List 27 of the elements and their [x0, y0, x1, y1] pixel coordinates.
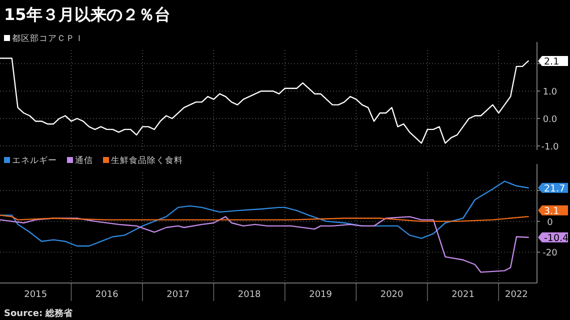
chart-title: 15年３月以来の２％台 [4, 5, 170, 24]
legend-label: エネルギー [12, 155, 57, 166]
y-tick-label: 1.0 [542, 88, 558, 98]
legend-label: 都区部コアＣＰＩ [12, 33, 84, 44]
x-tick-label: 2022 [505, 290, 528, 300]
line-series [0, 214, 529, 222]
x-tick-label: 2019 [309, 290, 332, 300]
x-tick-label: 2017 [166, 290, 190, 300]
x-tick-label: 2015 [24, 290, 48, 300]
data-label: 3.1 [544, 206, 560, 217]
legend-label: 通信 [75, 155, 93, 166]
data-label: 21.7 [544, 183, 566, 194]
legend-label: 生鮮食品除く食料 [111, 155, 183, 166]
y-tick-label: -1.0 [541, 142, 560, 152]
data-label: 2.1 [544, 56, 560, 68]
x-tick-label: 2018 [238, 290, 262, 300]
x-tick-label: 2016 [95, 290, 119, 300]
y-tick-label: -20 [542, 248, 558, 259]
y-tick-label: 0 [547, 218, 554, 228]
x-tick-label: 2021 [452, 290, 474, 300]
source-note: Source: 総務省 [4, 308, 74, 319]
line-series [0, 180, 529, 247]
y-tick-label: 0.0 [542, 114, 558, 125]
line-series [0, 58, 529, 144]
x-tick-label: 2020 [380, 290, 404, 300]
line-series [0, 216, 529, 273]
data-label: -10.4 [544, 232, 569, 244]
